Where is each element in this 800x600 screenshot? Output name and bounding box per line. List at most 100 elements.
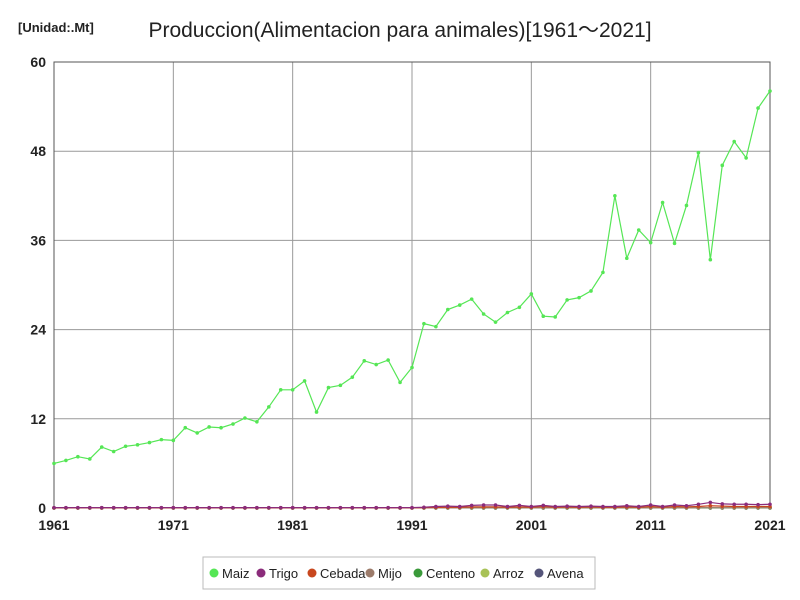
data-point-trigo — [231, 505, 235, 510]
data-point-trigo — [159, 505, 164, 510]
data-point-maiz — [422, 321, 426, 326]
data-point-maiz — [589, 289, 593, 293]
y-axis: 0 12 24 36 48 60 — [30, 54, 46, 516]
series-maiz — [52, 89, 772, 466]
data-point-trigo — [374, 505, 379, 510]
data-point-maiz — [350, 375, 355, 379]
data-point-trigo — [625, 503, 629, 508]
data-point-maiz — [517, 305, 522, 310]
data-point-maiz — [636, 228, 641, 232]
legend-item-mijo: Mijo — [365, 566, 402, 581]
data-point-trigo — [768, 502, 772, 507]
data-point-trigo — [636, 504, 641, 509]
data-point-maiz — [756, 106, 760, 110]
legend-marker — [256, 568, 266, 578]
data-point-trigo — [434, 504, 438, 509]
legend-marker — [209, 568, 219, 578]
data-point-maiz — [601, 270, 605, 275]
legend: Maiz Trigo Cebada Mijo Centeno Arroz Avena — [202, 556, 596, 590]
legend-item-cebada: Cebada — [307, 566, 366, 581]
data-point-maiz — [147, 440, 152, 445]
data-point-trigo — [314, 505, 319, 510]
y-tick-label: 60 — [30, 54, 46, 70]
data-point-maiz — [708, 257, 713, 262]
data-point-maiz — [219, 425, 223, 430]
y-tick-label: 24 — [30, 322, 46, 338]
data-point-maiz — [613, 194, 617, 198]
data-point-trigo — [386, 505, 390, 510]
data-point-trigo — [517, 503, 522, 508]
data-point-maiz — [565, 298, 569, 302]
chart-title: Produccion(Alimentacion para animales)[1… — [148, 19, 652, 42]
data-point-trigo — [589, 504, 593, 508]
legend-marker — [480, 568, 490, 578]
legend-label: Arroz — [493, 566, 524, 581]
legend-item-maiz: Maiz — [209, 566, 249, 581]
data-point-maiz — [672, 241, 677, 246]
data-point-maiz — [207, 425, 211, 429]
x-tick-label: 2011 — [635, 517, 666, 533]
legend-item-centeno: Centeno — [413, 566, 475, 581]
data-point-maiz — [52, 461, 56, 466]
data-point-trigo — [601, 504, 605, 509]
data-point-trigo — [708, 500, 713, 505]
data-point-trigo — [362, 505, 367, 510]
legend-label: Trigo — [269, 566, 298, 581]
data-point-maiz — [88, 457, 92, 461]
data-point-trigo — [338, 505, 343, 510]
data-point-maiz — [481, 312, 486, 316]
data-point-cebada — [708, 503, 713, 508]
data-point-maiz — [314, 410, 319, 414]
data-point-maiz — [493, 320, 498, 324]
legend-label: Avena — [547, 566, 584, 581]
x-tick-label: 2001 — [516, 517, 547, 533]
data-point-trigo — [207, 505, 211, 510]
data-point-trigo — [493, 503, 498, 507]
data-point-maiz — [469, 297, 474, 301]
data-point-trigo — [505, 504, 510, 509]
data-point-trigo — [76, 505, 80, 510]
data-point-maiz — [290, 388, 295, 392]
data-point-trigo — [577, 504, 581, 509]
y-tick-label: 12 — [30, 411, 46, 427]
data-point-maiz — [123, 444, 128, 449]
data-point-maiz — [267, 405, 271, 409]
data-point-trigo — [469, 503, 474, 508]
data-point-maiz — [183, 425, 188, 430]
data-point-maiz — [446, 307, 450, 312]
series-group — [52, 89, 772, 510]
legend-label: Centeno — [426, 566, 475, 581]
x-tick-label: 2021 — [754, 517, 785, 533]
data-point-trigo — [326, 505, 331, 510]
data-point-maiz — [398, 380, 402, 385]
data-point-maiz — [171, 438, 176, 443]
data-point-trigo — [52, 505, 56, 510]
data-point-trigo — [278, 505, 283, 510]
y-tick-label: 48 — [30, 143, 46, 159]
data-point-trigo — [648, 503, 653, 507]
data-point-maiz — [195, 431, 199, 435]
data-point-trigo — [732, 502, 736, 507]
legend-marker — [365, 568, 375, 578]
legend-marker — [413, 568, 423, 578]
data-point-maiz — [255, 419, 259, 424]
data-point-maiz — [457, 303, 462, 307]
y-tick-label: 0 — [38, 500, 46, 516]
data-point-maiz — [64, 458, 68, 463]
data-point-trigo — [64, 505, 68, 510]
x-tick-label: 1981 — [277, 517, 308, 533]
data-point-trigo — [219, 505, 223, 510]
x-tick-label: 1991 — [396, 517, 427, 533]
data-point-maiz — [243, 416, 247, 420]
data-point-trigo — [529, 504, 534, 509]
data-point-trigo — [290, 505, 295, 510]
legend-item-arroz: Arroz — [480, 566, 524, 581]
data-point-trigo — [183, 505, 188, 510]
data-point-maiz — [660, 200, 665, 205]
data-point-maiz — [696, 150, 701, 155]
y-tick-label: 36 — [30, 232, 46, 248]
data-point-maiz — [529, 292, 534, 296]
data-point-trigo — [446, 504, 450, 508]
data-point-maiz — [768, 89, 772, 93]
